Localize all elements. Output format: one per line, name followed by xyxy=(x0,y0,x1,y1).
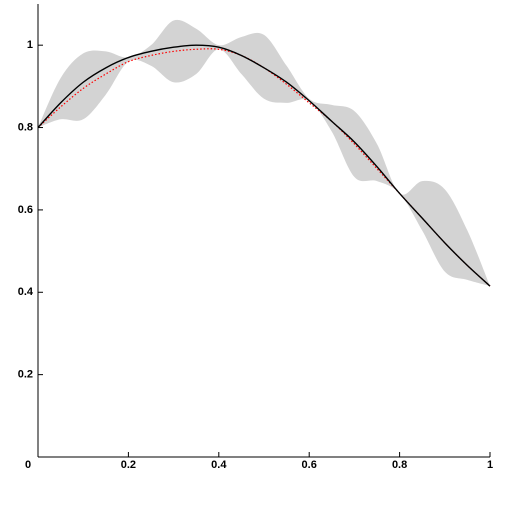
x-tick-label: 0.8 xyxy=(392,459,407,471)
confidence-band xyxy=(38,19,490,287)
y-tick-label: 0.2 xyxy=(18,369,33,381)
y-tick-label: 0.4 xyxy=(18,286,34,298)
x-tick-label: 1 xyxy=(487,459,493,471)
x-tick-label: 0.2 xyxy=(121,459,136,471)
y-tick-label: 0.6 xyxy=(18,204,33,216)
x-tick-label: 0.4 xyxy=(211,459,227,471)
x-tick-label: 0.6 xyxy=(302,459,317,471)
y-tick-label: 0.8 xyxy=(18,121,33,133)
line xyxy=(37,44,491,287)
x-tick-label: 0 xyxy=(25,459,31,471)
y-tick-label: 1 xyxy=(27,39,33,51)
